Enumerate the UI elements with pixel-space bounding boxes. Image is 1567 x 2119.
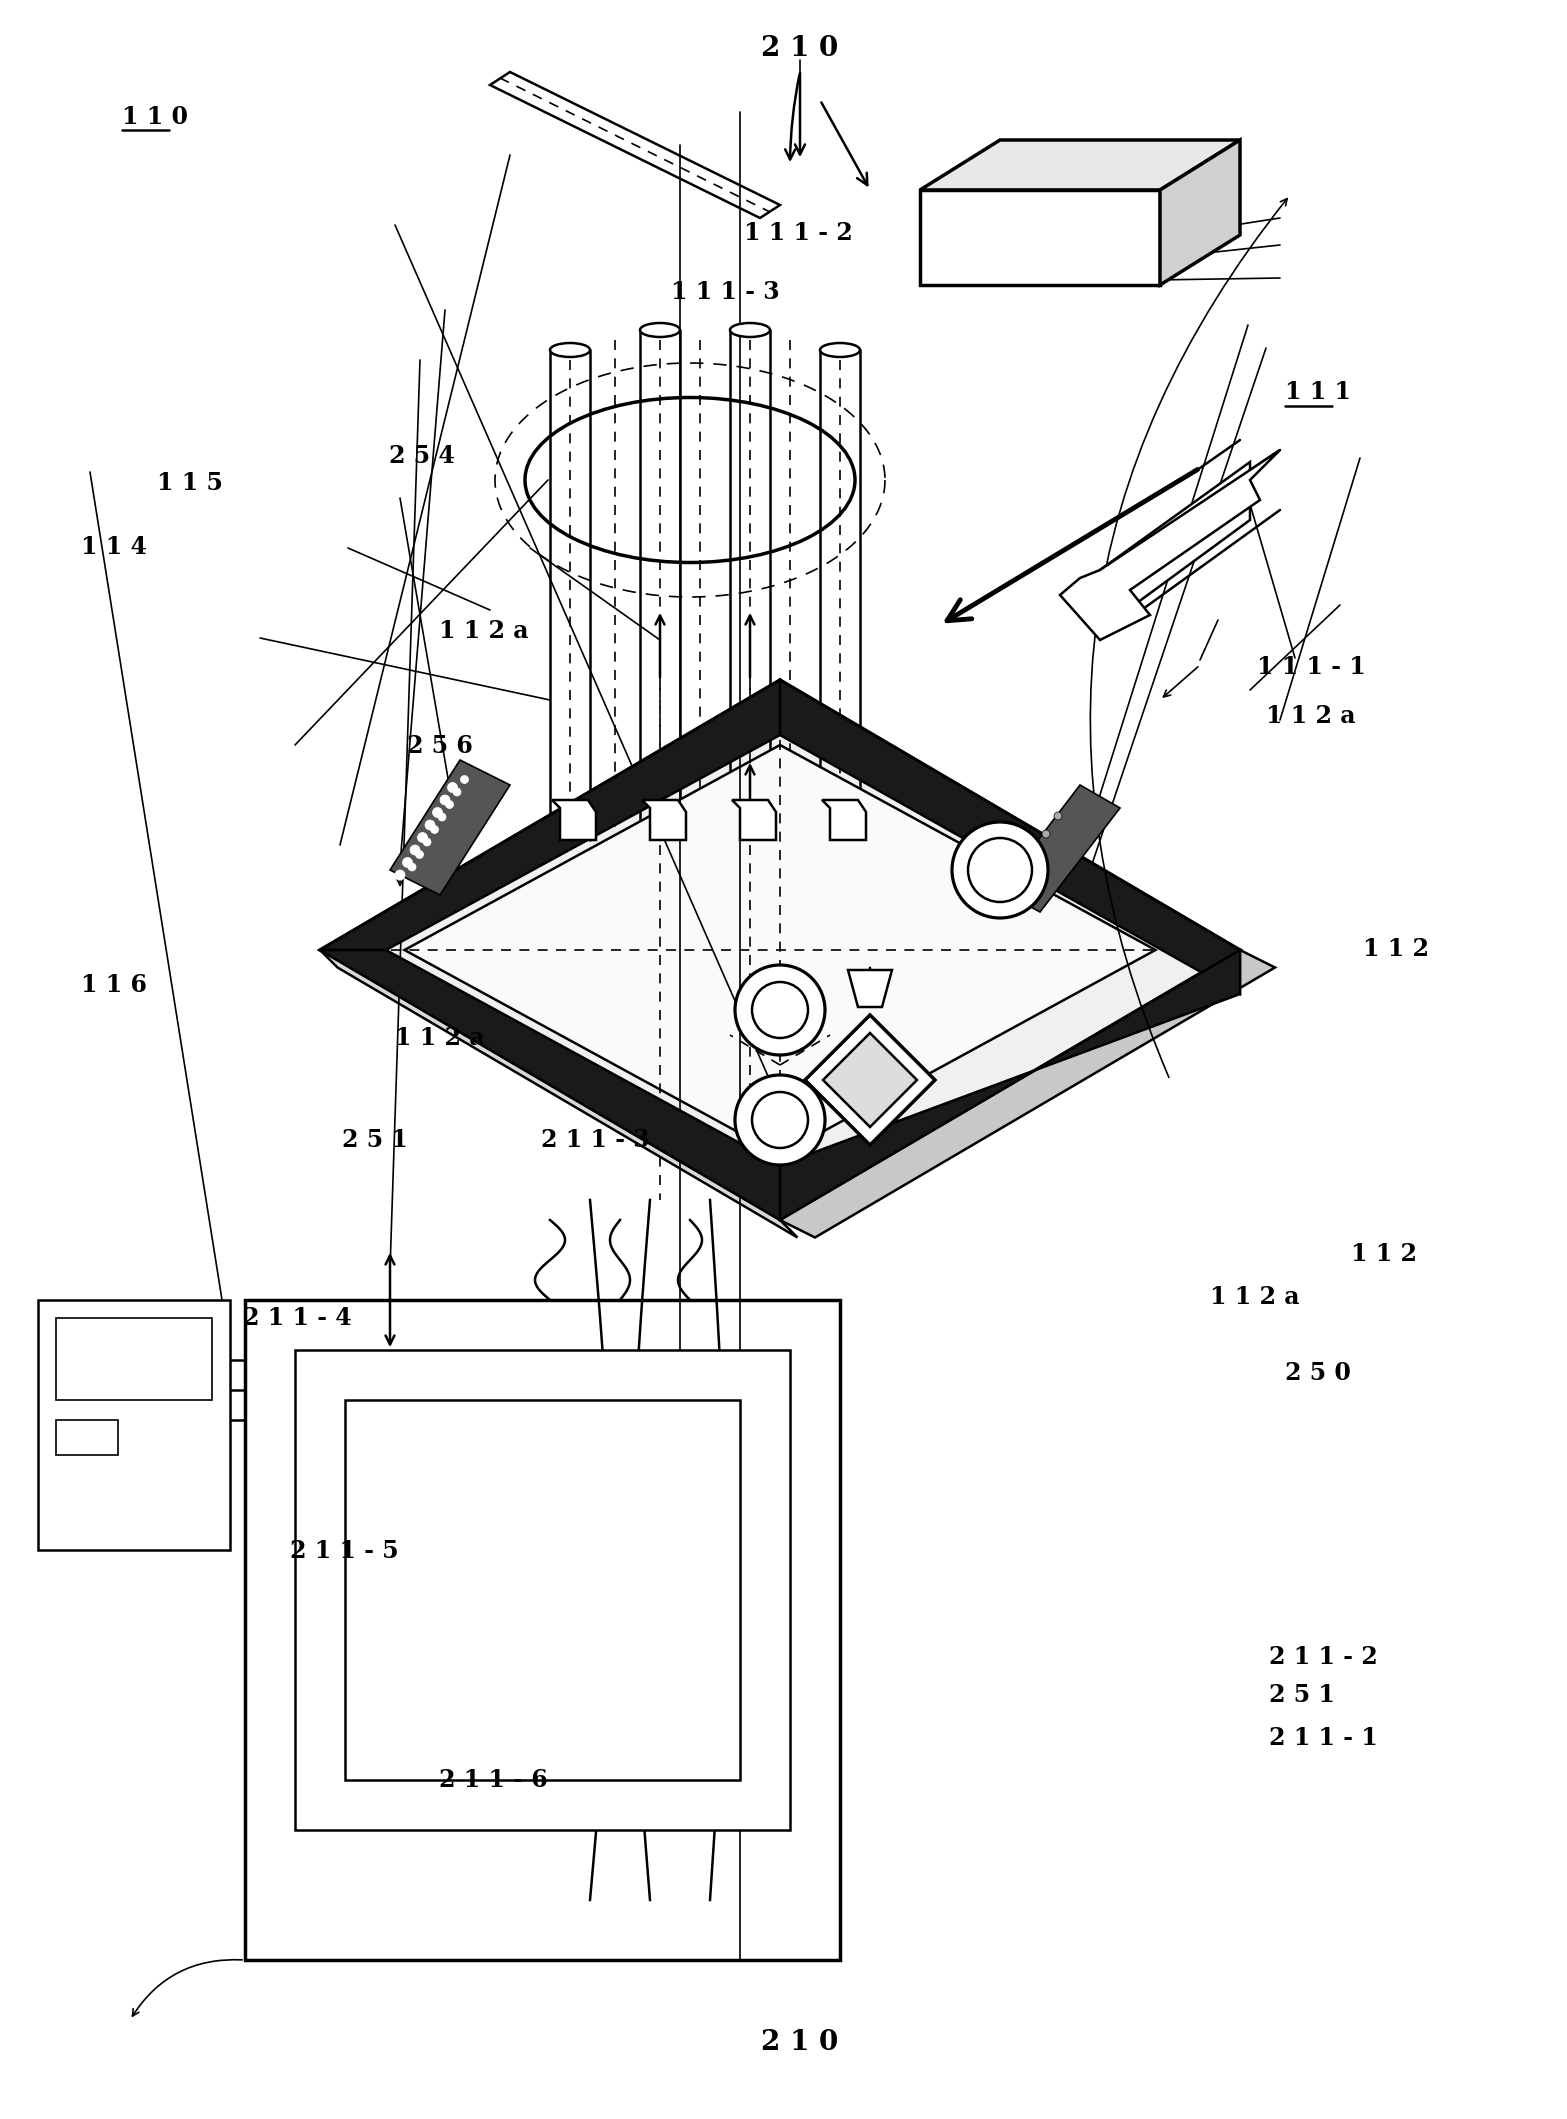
Polygon shape: [320, 949, 780, 1221]
Circle shape: [1030, 848, 1037, 856]
Circle shape: [403, 858, 412, 867]
Polygon shape: [780, 680, 1239, 994]
Circle shape: [752, 1091, 809, 1148]
Text: 1 1 1 - 2: 1 1 1 - 2: [744, 220, 852, 246]
Text: 2 1 1 - 4: 2 1 1 - 4: [243, 1305, 351, 1331]
Text: 2 5 0: 2 5 0: [1285, 1360, 1351, 1386]
Text: 2 5 4: 2 5 4: [389, 443, 454, 468]
Polygon shape: [295, 1350, 790, 1831]
Polygon shape: [920, 140, 1239, 191]
Text: 2 1 1 - 3: 2 1 1 - 3: [541, 1127, 649, 1153]
Circle shape: [395, 871, 404, 879]
Circle shape: [735, 1074, 824, 1165]
Polygon shape: [320, 949, 798, 1237]
Ellipse shape: [639, 322, 680, 337]
Polygon shape: [823, 1032, 917, 1127]
Polygon shape: [320, 680, 780, 949]
Circle shape: [415, 850, 423, 858]
Circle shape: [440, 795, 450, 805]
Polygon shape: [552, 801, 595, 839]
Circle shape: [1019, 867, 1026, 873]
Text: 2 5 1: 2 5 1: [342, 1127, 407, 1153]
Text: 1 1 2 a: 1 1 2 a: [395, 1026, 484, 1051]
Polygon shape: [1100, 462, 1250, 629]
Text: 1 1 1 - 1: 1 1 1 - 1: [1257, 655, 1365, 680]
Circle shape: [453, 788, 461, 797]
Polygon shape: [780, 949, 1239, 1221]
Polygon shape: [490, 72, 780, 218]
Text: 2 1 1 - 6: 2 1 1 - 6: [439, 1767, 547, 1793]
Polygon shape: [56, 1318, 212, 1401]
Polygon shape: [848, 971, 892, 1007]
Polygon shape: [780, 949, 1276, 1237]
Circle shape: [953, 822, 1048, 918]
Circle shape: [968, 837, 1033, 903]
Circle shape: [448, 782, 458, 793]
Polygon shape: [244, 1299, 840, 1960]
Text: 1 1 2 a: 1 1 2 a: [1266, 704, 1355, 729]
Text: 1 1 1 - 3: 1 1 1 - 3: [671, 280, 779, 305]
Ellipse shape: [820, 343, 860, 356]
Circle shape: [752, 981, 809, 1038]
Polygon shape: [805, 1015, 935, 1144]
Circle shape: [445, 801, 453, 809]
Ellipse shape: [550, 343, 591, 356]
Circle shape: [425, 820, 436, 831]
Circle shape: [1042, 831, 1050, 837]
Text: 1 1 4: 1 1 4: [81, 534, 147, 559]
Polygon shape: [404, 746, 1155, 1155]
Text: 1 1 5: 1 1 5: [157, 470, 223, 496]
Text: 1 1 0: 1 1 0: [122, 104, 188, 129]
Circle shape: [407, 862, 415, 871]
Polygon shape: [1000, 784, 1120, 911]
Polygon shape: [390, 761, 509, 894]
Polygon shape: [1160, 140, 1239, 284]
Text: 2 5 6: 2 5 6: [407, 733, 473, 759]
Circle shape: [411, 845, 420, 854]
Polygon shape: [823, 801, 867, 839]
Text: 2 1 1 - 5: 2 1 1 - 5: [290, 1538, 398, 1564]
Polygon shape: [38, 1299, 230, 1549]
Polygon shape: [345, 1401, 740, 1780]
Polygon shape: [320, 680, 1239, 1221]
Polygon shape: [642, 801, 686, 839]
Text: 2 1 1 - 2: 2 1 1 - 2: [1269, 1644, 1377, 1670]
Text: 1 1 2: 1 1 2: [1351, 1242, 1417, 1267]
Circle shape: [1006, 884, 1014, 892]
Text: 1 1 6: 1 1 6: [81, 973, 147, 998]
Text: 2 1 0: 2 1 0: [762, 34, 838, 61]
Polygon shape: [920, 191, 1160, 284]
Circle shape: [735, 964, 824, 1055]
Circle shape: [461, 776, 469, 784]
Text: 2 5 1: 2 5 1: [1269, 1682, 1335, 1708]
Text: 1 1 2 a: 1 1 2 a: [1210, 1284, 1299, 1310]
Polygon shape: [56, 1420, 118, 1456]
Circle shape: [432, 807, 442, 818]
Text: 2 1 0: 2 1 0: [760, 2030, 838, 2055]
Text: 1 1 2: 1 1 2: [1363, 937, 1429, 962]
Ellipse shape: [730, 322, 769, 337]
Text: 1 1 1: 1 1 1: [1285, 379, 1351, 405]
Polygon shape: [732, 801, 776, 839]
Circle shape: [431, 826, 439, 833]
Text: 1 1 2 a: 1 1 2 a: [439, 619, 528, 644]
Circle shape: [439, 814, 447, 820]
Circle shape: [417, 833, 428, 843]
Circle shape: [423, 837, 431, 845]
Circle shape: [1055, 812, 1062, 820]
Text: 2 1 1 - 1: 2 1 1 - 1: [1269, 1725, 1377, 1750]
Polygon shape: [1059, 449, 1280, 640]
